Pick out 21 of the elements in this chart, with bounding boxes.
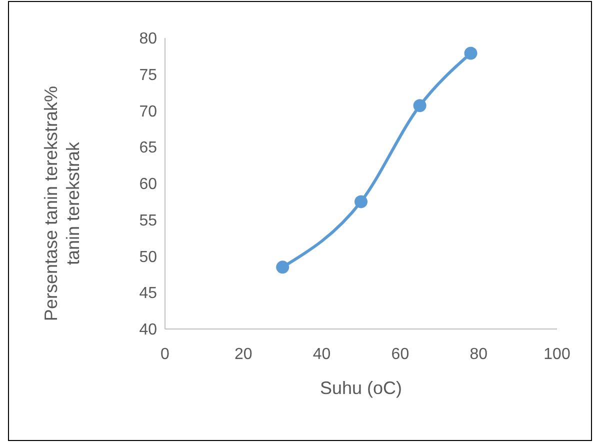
- y-tick-label: 50: [139, 248, 158, 266]
- x-tick-label: 20: [234, 346, 252, 363]
- y-tick-label: 80: [139, 30, 158, 48]
- x-tick-label: 0: [160, 346, 170, 363]
- x-axis-title: Suhu (oC): [320, 378, 402, 398]
- point: [464, 46, 478, 60]
- point: [276, 260, 290, 274]
- point: [354, 195, 368, 208]
- y-tick-label: 40: [139, 322, 158, 339]
- x-tick-label: 40: [312, 346, 331, 363]
- y-axis-title: Persentase tanin terekstrak% tanin terekstrak: [41, 86, 83, 322]
- y-tick-label: 55: [139, 212, 158, 230]
- x-tick-label: 60: [391, 346, 410, 363]
- y-tick-label: 75: [139, 66, 158, 84]
- x-tick-label: 100: [544, 346, 570, 363]
- point: [413, 99, 426, 112]
- x-tick-label: 80: [470, 346, 488, 363]
- y-tick-label: 65: [139, 140, 158, 157]
- y-tick-label: 45: [139, 285, 158, 302]
- y-tick-label: 70: [139, 103, 158, 120]
- y-tick-label: 60: [139, 176, 158, 194]
